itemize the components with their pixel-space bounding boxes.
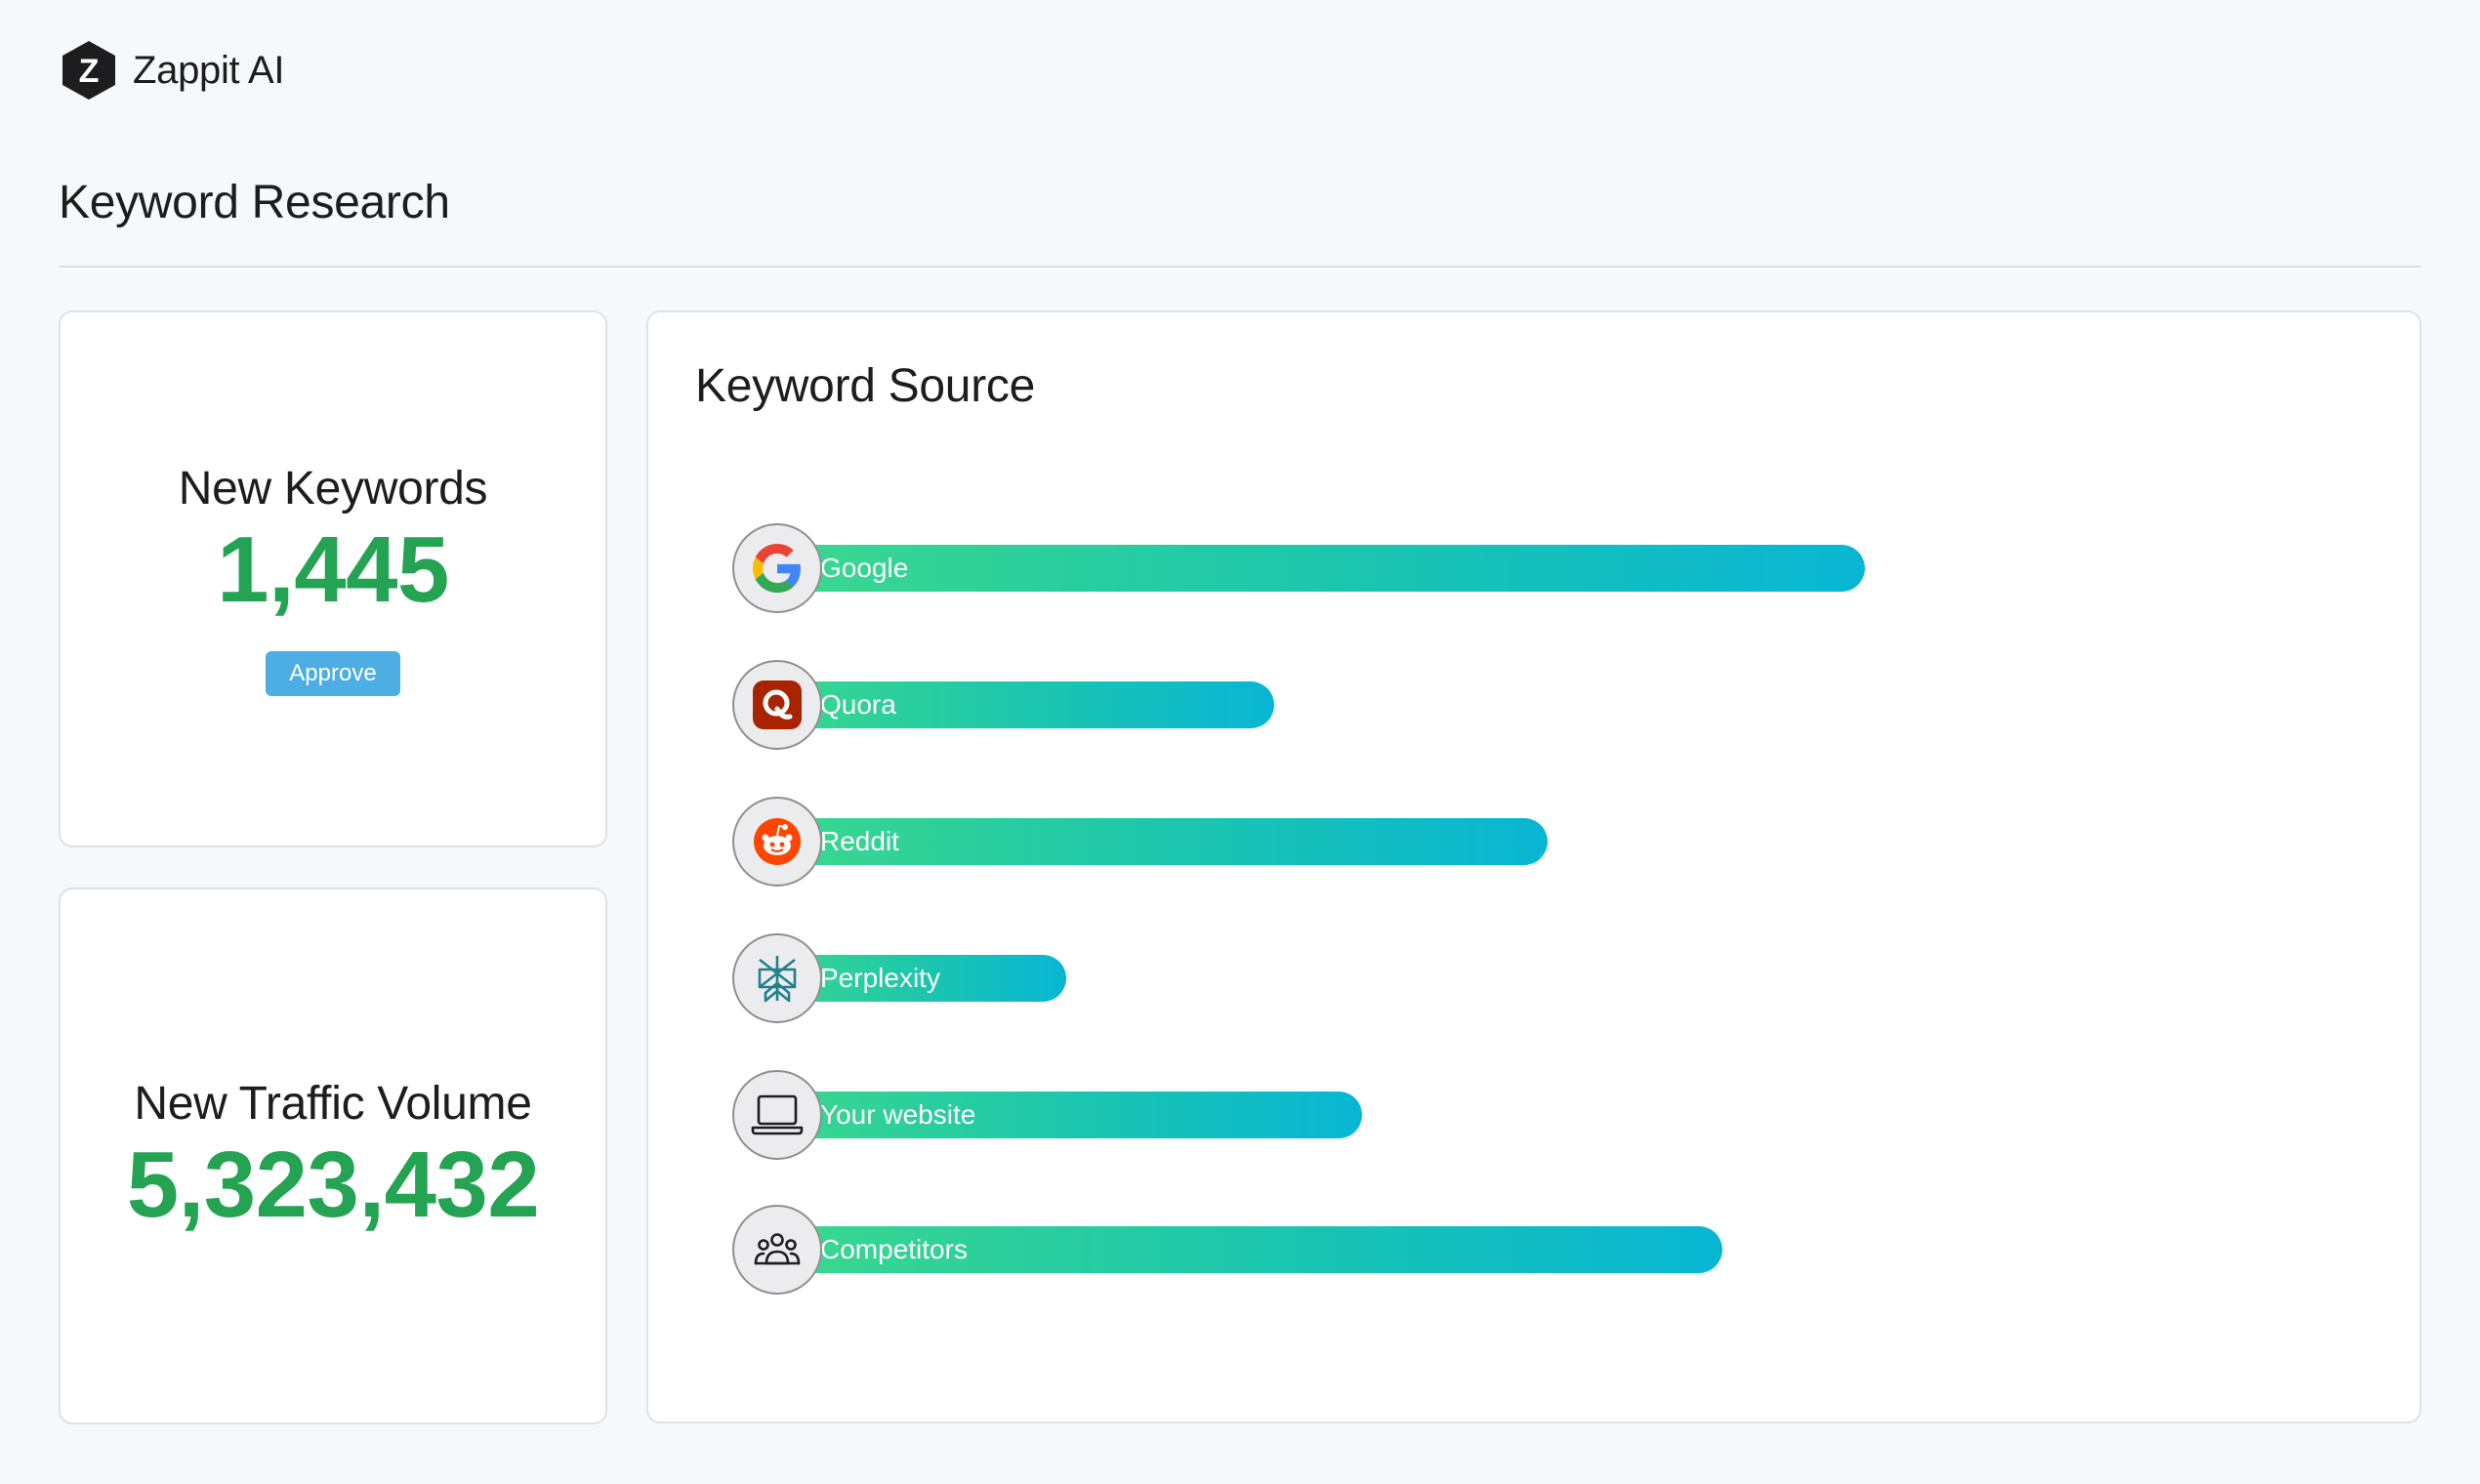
source-row-competitors: Competitors — [732, 1205, 2197, 1295]
new-keywords-label: New Keywords — [178, 463, 488, 515]
source-label: Google — [820, 553, 909, 583]
source-row-google: Google — [732, 523, 2197, 613]
new-traffic-volume-label: New Traffic Volume — [134, 1078, 532, 1131]
source-label: Competitors — [820, 1234, 968, 1264]
page-title: Keyword Research — [59, 177, 450, 228]
source-row-reddit: Reddit — [732, 797, 2197, 886]
zappit-logo-icon: Z — [62, 41, 115, 100]
laptop-icon — [732, 1070, 822, 1160]
source-bar — [771, 1092, 1362, 1138]
google-icon — [732, 523, 822, 613]
source-bar — [771, 545, 1865, 592]
new-traffic-volume-card: New Traffic Volume 5,323,432 — [59, 887, 607, 1424]
source-label: Reddit — [820, 826, 899, 856]
keyword-source-card: Keyword Source Google Quora Reddit — [646, 310, 2421, 1423]
new-keywords-value: 1,445 — [217, 517, 449, 623]
svg-text:Z: Z — [79, 53, 100, 90]
source-row-quora: Quora — [732, 660, 2197, 750]
source-label: Perplexity — [820, 963, 940, 993]
source-row-your-website: Your website — [732, 1070, 2197, 1160]
new-traffic-volume-value: 5,323,432 — [126, 1133, 540, 1238]
new-keywords-card: New Keywords 1,445 Approve — [59, 310, 607, 847]
people-group-icon — [732, 1205, 822, 1295]
reddit-icon — [732, 797, 822, 886]
brand: Z Zappit AI — [59, 39, 284, 102]
source-bar — [771, 681, 1274, 728]
source-row-perplexity: Perplexity — [732, 933, 2197, 1023]
source-label: Quora — [820, 689, 896, 720]
quora-icon — [732, 660, 822, 750]
source-label: Your website — [820, 1099, 976, 1130]
divider — [59, 266, 2421, 268]
app-name: Zappit AI — [133, 48, 285, 92]
source-bar — [771, 818, 1548, 865]
keyword-source-title: Keyword Source — [695, 360, 1035, 412]
perplexity-icon — [732, 933, 822, 1023]
source-bar — [771, 1226, 1722, 1273]
approve-button[interactable]: Approve — [266, 650, 400, 696]
